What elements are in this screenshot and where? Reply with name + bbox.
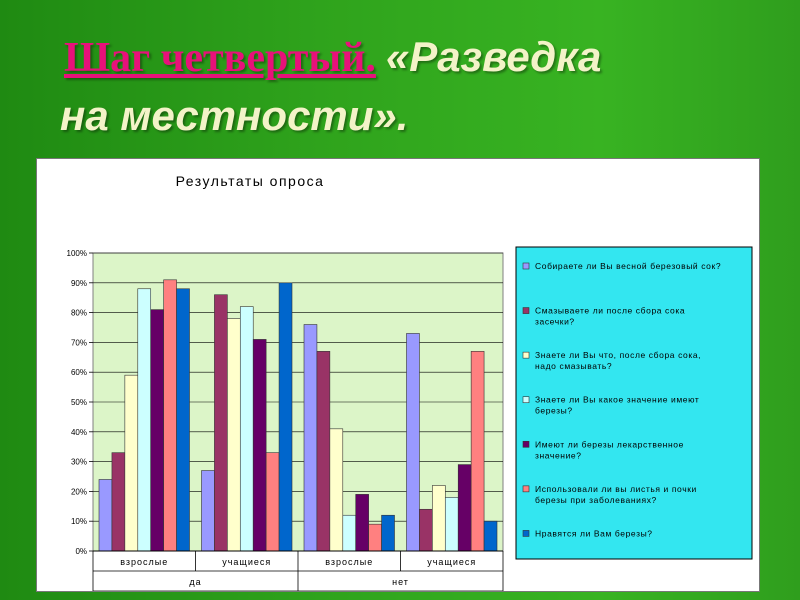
legend-box xyxy=(515,246,753,560)
bar-2-4 xyxy=(419,508,433,552)
y-tick-label: 60% xyxy=(71,368,87,377)
bar-5-3 xyxy=(355,494,369,552)
y-tick-label: 90% xyxy=(71,279,87,288)
legend-swatch xyxy=(522,262,530,270)
y-tick-label: 50% xyxy=(71,398,87,407)
legend-swatch xyxy=(522,530,530,537)
y-tick-label: 40% xyxy=(71,428,87,437)
legend-label: Нравятся ли Вам березы? xyxy=(535,528,653,538)
legend-label: Имеют ли березы лекарственное значение? xyxy=(535,439,684,460)
chart-panel: Результаты опроса 0% 10% 20% 30% 40% 50% 60% 70… xyxy=(36,158,760,592)
x-group-label: нет xyxy=(392,577,409,587)
y-tick-label: 80% xyxy=(71,309,87,318)
bar-2-3 xyxy=(316,351,331,552)
bar-1-3 xyxy=(303,324,318,552)
legend-swatch xyxy=(522,440,530,448)
bar-7-1 xyxy=(176,288,190,552)
bar-4-2 xyxy=(239,306,254,552)
legend-label: Знаете ли Вы какое значение имеют березы? xyxy=(535,395,699,416)
x-tick-label: учащиеся xyxy=(427,557,476,567)
bar-3-2 xyxy=(227,318,241,552)
bar-5-2 xyxy=(252,339,267,552)
bar-1-4 xyxy=(406,333,420,552)
bar-7-4 xyxy=(483,520,498,552)
bar-3-1 xyxy=(124,374,139,552)
legend-swatch xyxy=(522,307,530,314)
y-tick-label: 10% xyxy=(71,517,87,526)
legend-label: Знаете ли Вы что, после сбора сока, надо … xyxy=(535,350,701,371)
title-rest: «Разведка xyxy=(385,33,602,80)
bar-6-4 xyxy=(470,351,485,552)
bar-3-4 xyxy=(432,485,446,552)
bar-5-4 xyxy=(457,464,472,552)
bar-4-4 xyxy=(444,497,459,552)
x-tick-label: взрослые xyxy=(120,557,168,567)
x-group-label: да xyxy=(189,577,201,587)
slide-title: Шаг четвертый. «Разведка на местности». xyxy=(50,28,770,145)
x-tick-label: взрослые xyxy=(325,557,373,567)
bar-4-3 xyxy=(342,514,357,552)
title-rest-line2: на местности». xyxy=(60,92,409,139)
x-tick-label: учащиеся xyxy=(222,557,271,567)
y-tick-label: 100% xyxy=(67,249,87,258)
bar-2-1 xyxy=(111,452,126,552)
bar-6-1 xyxy=(163,279,177,552)
bar-3-3 xyxy=(329,428,344,552)
legend-swatch xyxy=(522,396,530,404)
legend-swatch xyxy=(522,351,530,359)
bar-1-1 xyxy=(98,479,113,552)
bar-1-2 xyxy=(201,470,215,552)
bar-6-3 xyxy=(368,523,382,552)
bar-7-3 xyxy=(381,514,395,552)
legend-label: Собираете ли Вы весной березовый сок? xyxy=(535,261,721,271)
chart-title: Результаты опроса xyxy=(176,173,325,189)
bar-5-1 xyxy=(150,309,164,552)
legend-label: Использовали ли вы листья и почки березы … xyxy=(535,484,697,505)
y-tick-label: 70% xyxy=(71,338,87,347)
bar-4-1 xyxy=(137,288,152,552)
title-step: Шаг четвертый. xyxy=(64,35,376,81)
y-tick-label: 30% xyxy=(71,458,87,467)
y-tick-label: 20% xyxy=(71,487,87,496)
y-tick-label: 0% xyxy=(75,547,87,556)
bar-7-2 xyxy=(278,282,293,552)
legend-label: Смазываете ли после сбора сока засечки? xyxy=(535,306,685,327)
bar-2-2 xyxy=(214,294,228,552)
legend-swatch xyxy=(522,485,530,493)
bar-6-2 xyxy=(265,452,280,552)
survey-chart: Результаты опроса 0% 10% 20% 30% 40% 50% 60% 70… xyxy=(67,173,753,592)
